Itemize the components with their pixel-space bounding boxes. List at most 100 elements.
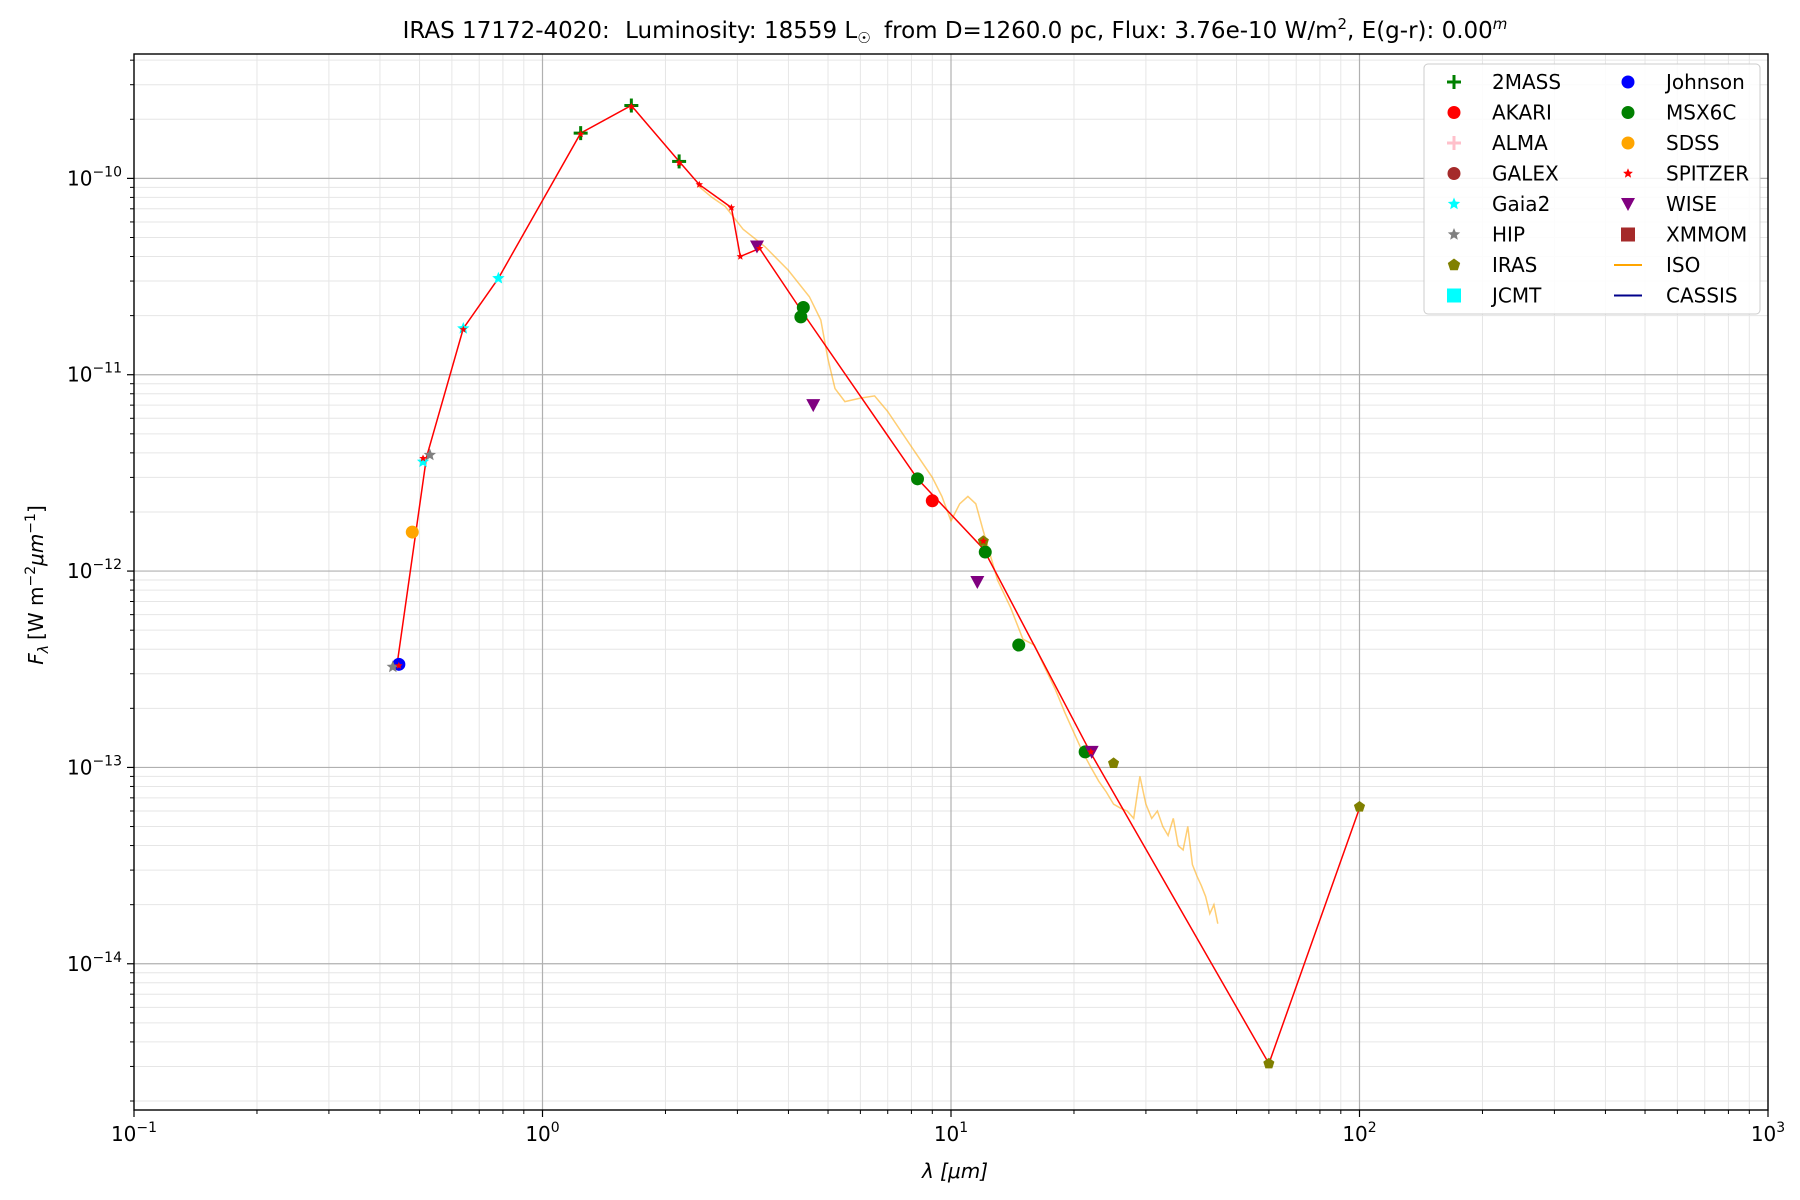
data-point-spitzer bbox=[736, 252, 744, 260]
data-point-msx6c bbox=[1012, 638, 1026, 652]
data-point-spitzer bbox=[395, 661, 403, 669]
data-point-spitzer bbox=[979, 537, 988, 545]
x-tick-base: 10 bbox=[934, 1122, 959, 1146]
x-tick-exponent: −1 bbox=[136, 1120, 157, 1136]
grid-major bbox=[134, 54, 1768, 1110]
title-flux-sup: 2 bbox=[1338, 15, 1348, 33]
x-axis-label: λ [μm] bbox=[921, 1159, 988, 1183]
title-object: IRAS 17172-4020: bbox=[403, 18, 610, 44]
data-point-msx6c bbox=[978, 545, 992, 559]
y-label-mum-sup: −1 bbox=[23, 513, 39, 534]
title-distance-flux: from D=1260.0 pc, Flux: 3.76e-10 W/m bbox=[884, 18, 1337, 44]
x-tick-label: 100 bbox=[525, 1120, 559, 1146]
data-point-gaia2 bbox=[416, 455, 430, 468]
legend-label-xmmom: XMMOM bbox=[1666, 223, 1747, 247]
data-point-hip bbox=[386, 660, 399, 673]
x-tick-base: 10 bbox=[111, 1122, 136, 1146]
legend-label-msx6c: MSX6C bbox=[1666, 101, 1736, 125]
title-ext-sup: m bbox=[1493, 15, 1508, 33]
x-tick-exponent: 3 bbox=[1776, 1120, 1785, 1136]
iso-spectrum bbox=[697, 184, 1219, 924]
y-tick-base: 10 bbox=[67, 166, 92, 190]
y-tick-base: 10 bbox=[67, 952, 92, 976]
legend-marker-iras bbox=[1447, 258, 1461, 271]
y-tick-label: 10−10 bbox=[67, 164, 122, 190]
y-tick-exponent: −10 bbox=[92, 164, 122, 180]
data-point-gaia2 bbox=[492, 271, 505, 284]
legend-marker-hip bbox=[1447, 228, 1461, 240]
x-tick-base: 10 bbox=[1751, 1122, 1776, 1146]
y-tick-exponent: −14 bbox=[92, 950, 122, 966]
iso-spectrum-line bbox=[697, 184, 1219, 924]
legend-label-cassis: CASSIS bbox=[1666, 284, 1738, 308]
data-point-msx6c bbox=[796, 300, 810, 314]
data-point-spitzer bbox=[627, 102, 636, 110]
legend-label-johnson: Johnson bbox=[1664, 70, 1745, 94]
data-point-msx6c bbox=[911, 472, 925, 486]
legend-label-iso: ISO bbox=[1666, 253, 1700, 277]
y-tick-label: 10−11 bbox=[67, 361, 122, 387]
legend-marker-xmmom bbox=[1621, 227, 1635, 242]
x-tick-label: 102 bbox=[1342, 1120, 1376, 1146]
legend-marker-2mass bbox=[1447, 75, 1461, 89]
legend-label-spitzer: SPITZER bbox=[1666, 162, 1749, 186]
axis-ticks bbox=[127, 59, 1769, 1117]
x-tick-exponent: 0 bbox=[551, 1120, 560, 1136]
legend-marker-gaia2 bbox=[1447, 197, 1461, 210]
data-point-iras bbox=[1353, 801, 1366, 812]
photometry-points bbox=[386, 98, 1366, 1069]
y-tick-exponent: −13 bbox=[92, 753, 122, 769]
x-tick-exponent: 1 bbox=[959, 1120, 968, 1136]
y-label-f: F bbox=[24, 653, 48, 665]
y-tick-base: 10 bbox=[67, 755, 92, 779]
legend-marker-jcmt bbox=[1447, 288, 1461, 303]
legend-marker-msx6c bbox=[1621, 106, 1635, 119]
data-point-spitzer bbox=[755, 244, 764, 252]
data-point-spitzer bbox=[1087, 748, 1095, 755]
legend-marker-sdss bbox=[1621, 136, 1635, 150]
x-tick-label: 10−1 bbox=[111, 1120, 157, 1146]
data-point-sdss bbox=[405, 525, 419, 539]
legend-box bbox=[1423, 63, 1761, 315]
legend-label-wise: WISE bbox=[1666, 192, 1717, 216]
legend-marker-spitzer bbox=[1623, 168, 1633, 178]
y-label-close: ] bbox=[24, 505, 48, 513]
legend-label-jcmt: JCMT bbox=[1490, 284, 1542, 308]
y-tick-label: 10−14 bbox=[67, 950, 122, 976]
legend-label-iras: IRAS bbox=[1492, 253, 1537, 277]
data-point-iras bbox=[1263, 1057, 1275, 1069]
legend: 2MASS AKARI ALMA GALEX Gaia2 HIP IRAS JCMT Johns… bbox=[1423, 63, 1761, 315]
data-point-hip bbox=[423, 448, 436, 461]
legend-marker-johnson bbox=[1621, 75, 1635, 89]
y-label-lambda: λ bbox=[36, 645, 52, 654]
y-tick-exponent: −11 bbox=[92, 361, 122, 377]
y-tick-base: 10 bbox=[67, 363, 92, 387]
legend-label-alma: ALMA bbox=[1492, 131, 1548, 155]
data-point-spitzer bbox=[577, 130, 585, 138]
y-tick-base: 10 bbox=[67, 559, 92, 583]
y-axis-label: Fλ [W m−2μm−1] bbox=[23, 505, 52, 665]
data-point-spitzer bbox=[727, 203, 736, 211]
title-extinction: , E(g-r): 0.00 bbox=[1347, 18, 1493, 44]
y-label-units: [W m bbox=[24, 587, 48, 640]
title-sun-symbol: ☉ bbox=[857, 29, 870, 47]
legend-marker-wise bbox=[1621, 198, 1635, 211]
y-tick-exponent: −12 bbox=[92, 557, 122, 573]
legend-label-hip: HIP bbox=[1492, 223, 1525, 247]
data-point-wise bbox=[970, 575, 985, 589]
legend-label-galex: GALEX bbox=[1492, 162, 1559, 186]
legend-label-sdss: SDSS bbox=[1666, 131, 1720, 155]
x-tick-label: 101 bbox=[934, 1120, 968, 1146]
y-tick-label: 10−13 bbox=[67, 753, 122, 779]
data-point-spitzer bbox=[419, 454, 427, 462]
x-tick-base: 10 bbox=[525, 1122, 550, 1146]
data-point-spitzer bbox=[459, 325, 467, 333]
x-tick-exponent: 2 bbox=[1368, 1120, 1377, 1136]
legend-marker-alma bbox=[1447, 136, 1461, 150]
y-label-mum: μm bbox=[24, 534, 48, 567]
chart-title: IRAS 17172-4020: Luminosity: 18559 L☉ fr… bbox=[403, 15, 1508, 49]
data-point-wise bbox=[806, 399, 821, 413]
y-label-units-sup: −2 bbox=[23, 566, 39, 587]
legend-marker-galex bbox=[1447, 167, 1461, 180]
